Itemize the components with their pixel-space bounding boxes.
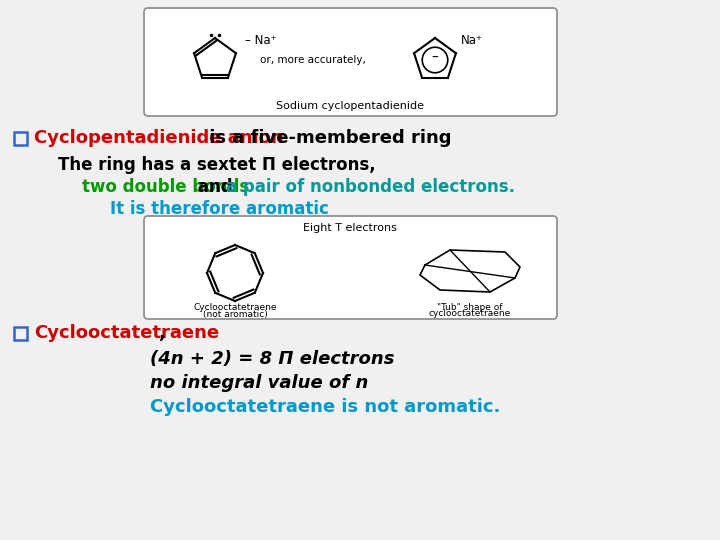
Text: is a five-membered ring: is a five-membered ring xyxy=(203,129,451,147)
Text: Cyclopentadienide anion: Cyclopentadienide anion xyxy=(34,129,284,147)
Text: two double bonds: two double bonds xyxy=(82,178,249,196)
Text: Eight T electrons: Eight T electrons xyxy=(303,223,397,233)
Text: and: and xyxy=(192,178,238,196)
Text: cyclooctatetraene: cyclooctatetraene xyxy=(429,309,511,319)
Text: (4n + 2) = 8 Π electrons: (4n + 2) = 8 Π electrons xyxy=(150,350,395,368)
Text: – Na⁺: – Na⁺ xyxy=(245,33,276,46)
Text: no integral value of n: no integral value of n xyxy=(150,374,369,392)
Text: –: – xyxy=(431,51,438,65)
FancyBboxPatch shape xyxy=(144,8,557,116)
Text: Sodium cyclopentadienide: Sodium cyclopentadienide xyxy=(276,101,424,111)
FancyBboxPatch shape xyxy=(144,216,557,319)
Text: a pair of nonbonded electrons.: a pair of nonbonded electrons. xyxy=(226,178,515,196)
Text: Cyclooctatetraene: Cyclooctatetraene xyxy=(34,324,219,342)
Text: It is therefore aromatic: It is therefore aromatic xyxy=(110,200,329,218)
Text: ,: , xyxy=(159,324,166,342)
Text: Na⁺: Na⁺ xyxy=(461,33,483,46)
Text: or, more accurately,: or, more accurately, xyxy=(260,55,366,65)
Text: (not aromatic): (not aromatic) xyxy=(202,309,267,319)
Text: "Tub" shape of: "Tub" shape of xyxy=(437,302,503,312)
Text: Cyclooctatetraene is not aromatic.: Cyclooctatetraene is not aromatic. xyxy=(150,398,500,416)
FancyBboxPatch shape xyxy=(14,132,27,145)
Text: Cyclooctatetraene: Cyclooctatetraene xyxy=(193,302,276,312)
FancyBboxPatch shape xyxy=(14,327,27,340)
Text: The ring has a sextet Π electrons,: The ring has a sextet Π electrons, xyxy=(58,156,376,174)
